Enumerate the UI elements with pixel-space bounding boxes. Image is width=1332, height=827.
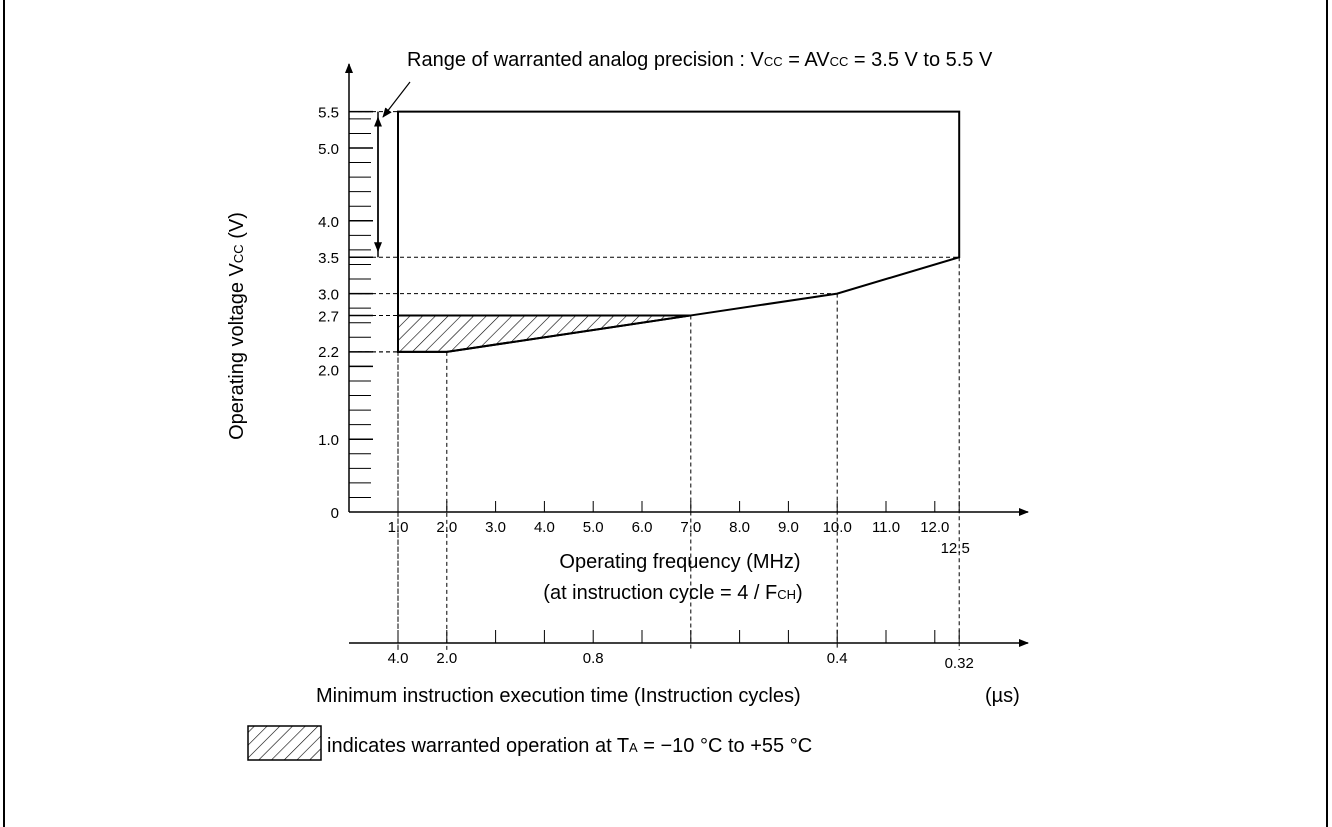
x2-tick-label: 0.8 xyxy=(583,650,604,667)
chart-title: Range of warranted analog precision : VC… xyxy=(407,49,993,71)
page-frame xyxy=(3,0,1328,827)
x-tick-label: 11.0 xyxy=(872,519,900,536)
title-leader-arrow xyxy=(382,81,411,118)
x2-tick-label: 0.32 xyxy=(945,655,974,672)
plot-area: 01.02.02.22.73.03.54.05.05.51.0 2.0 3.0 4.0… xyxy=(318,63,1029,672)
x-tick-label: 5.0 xyxy=(583,519,604,536)
y-tick-label: 4.0 xyxy=(318,214,339,231)
y-tick-label: 5.5 xyxy=(318,105,339,122)
y-tick-label: 1.0 xyxy=(318,432,339,449)
x-tick-label: 8.0 xyxy=(729,519,750,536)
y-tick-label: 5.0 xyxy=(318,141,339,158)
y-tick-label: 3.5 xyxy=(318,250,339,267)
y-axis-label: Operating voltage VCC (V) xyxy=(226,212,248,440)
x2-tick-label: 0.4 xyxy=(827,650,848,667)
y-tick-label: 0 xyxy=(331,505,339,522)
x-axis-label: Operating frequency (MHz) xyxy=(559,551,800,573)
x-tick-label: 7.0 xyxy=(680,519,701,536)
x-axis-sublabel: (at instruction cycle = 4 / FCH) xyxy=(543,582,802,604)
y-tick-label: 2.7 xyxy=(318,308,339,325)
legend-hatch-swatch xyxy=(247,725,322,761)
x-tick-label: 3.0 xyxy=(485,519,506,536)
x-tick-label: 4.0 xyxy=(534,519,555,536)
operating-region xyxy=(397,110,961,353)
hatched-region xyxy=(397,314,691,353)
y-tick-label: 2.0 xyxy=(318,362,339,379)
x2-axis-unit: (µs) xyxy=(985,685,1020,707)
x-tick-label: 2.0 xyxy=(436,519,457,536)
x-tick-label: 9.0 xyxy=(778,519,799,536)
x-tick-label: 12.5 xyxy=(941,540,970,557)
x-tick-label: 12.0 xyxy=(920,519,949,536)
y-tick-label: 2.2 xyxy=(318,344,339,361)
x-tick-label: 1.0 xyxy=(388,519,409,536)
x2-tick-label: 4.0 xyxy=(388,650,409,667)
x2-axis-label: Minimum instruction execution time (Inst… xyxy=(316,685,801,707)
y-tick-label: 3.0 xyxy=(318,287,339,304)
x-tick-label: 10.0 xyxy=(823,519,852,536)
x-tick-label: 6.0 xyxy=(632,519,653,536)
x2-tick-label: 2.0 xyxy=(436,650,457,667)
legend-label: indicates warranted operation at TA = −1… xyxy=(327,735,812,757)
